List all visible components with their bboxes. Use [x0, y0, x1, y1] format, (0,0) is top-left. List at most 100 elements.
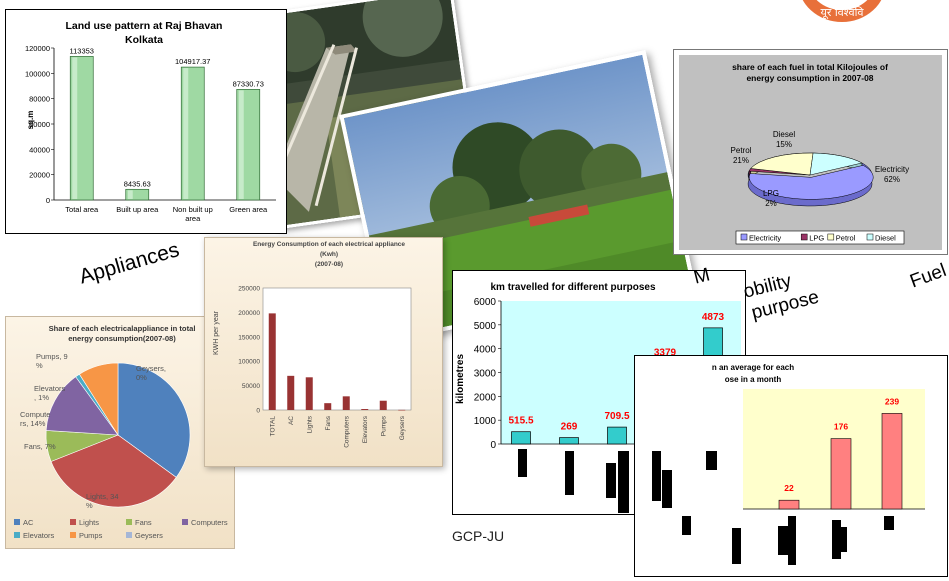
appliance-bar-category: Lights [306, 415, 313, 433]
appliances-label: Appliances [76, 238, 182, 289]
appliance-pie-callout: % [86, 501, 93, 510]
appliance-legend-swatch [126, 532, 132, 538]
appliance-pie-callout: rs, 14% [20, 419, 46, 428]
appliance-bar-ytick: 150000 [238, 334, 260, 341]
artifact-bar [682, 516, 691, 535]
km-data-label: 709.5 [604, 411, 629, 422]
avg-data-label: 239 [885, 396, 899, 406]
fuel-legend-label: LPG [809, 234, 824, 243]
appliance-pie-callout: , 1% [34, 393, 49, 402]
appliance-legend-swatch [70, 519, 76, 525]
appliance-pie-callout: Fans, 7% [24, 442, 56, 451]
avg-title-line2: ose in a month [725, 375, 782, 384]
appliance-legend-label: Pumps [79, 531, 103, 540]
logo-text: यूर विश्ववि [820, 6, 864, 20]
avg-chart: n an average for each ose in a month 22 1… [712, 363, 925, 510]
km-data-label: 4873 [702, 312, 725, 323]
landuse-ytick: 40000 [29, 145, 50, 154]
fuel-legend-label: Electricity [749, 234, 781, 243]
appliance-bar-category: TOTAL [269, 416, 276, 437]
appliance-legend-label: AC [23, 518, 34, 527]
appliance-bar-title-line1: Energy Consumption of each electrical ap… [253, 241, 405, 248]
appliance-pie-slice [50, 434, 177, 508]
appliance-bar-chart: Energy Consumption of each electrical ap… [213, 241, 412, 448]
artifact-bar [884, 516, 894, 530]
landuse-chart-panel: Land use pattern at Raj Bhavan Kolkata s… [5, 9, 287, 234]
fuel-label: Fuel [907, 260, 949, 293]
fuel-slice [750, 152, 814, 176]
footer-label: GCP-JU [452, 528, 505, 544]
appliance-bar-category: Computers [343, 415, 350, 448]
fuel-legend-swatch [827, 233, 835, 241]
fuel-slice-name: LPG [763, 189, 779, 198]
landuse-ylabel: sq.m [26, 111, 35, 130]
landuse-ytick: 120000 [25, 44, 50, 53]
landuse-category-label: Total area [65, 205, 99, 214]
fuel-slice-pct: 21% [733, 156, 749, 165]
artifact-bar [840, 527, 847, 552]
landuse-ytick: 80000 [29, 95, 50, 104]
avg-data-label: 176 [834, 422, 848, 432]
landuse-bar [125, 188, 150, 201]
appliance-legend-swatch [14, 519, 20, 525]
landuse-ytick: 0 [46, 196, 50, 205]
avg-title-line1: n an average for each [712, 363, 794, 372]
appliance-bar-category: Geysers [399, 415, 406, 440]
km-data-label: 269 [561, 422, 578, 433]
artifact-bar [778, 526, 788, 555]
landuse-data-label: 8435.63 [124, 179, 151, 188]
appliance-legend-label: Lights [79, 518, 99, 527]
appliance-bar-category: Elevators [362, 415, 369, 443]
fuel-slice-pct: 2% [765, 199, 777, 208]
artifact-bar [732, 528, 741, 564]
appliance-pie-callout: Geysers, [136, 364, 166, 373]
appliance-pie-panel: Share of each electricalappliance in tot… [5, 316, 240, 549]
appliance-pie-title-line2: energy consumption(2007-08) [68, 334, 176, 343]
km-ylabel: kilometres [455, 354, 466, 404]
fuel-slice [809, 152, 863, 176]
appliance-bar-title-line3: (2007-08) [315, 261, 343, 268]
fuel-chart: share of each fuel in total Kilojoules o… [731, 62, 909, 245]
artifact-bar [565, 451, 574, 495]
appliance-bar [268, 313, 276, 410]
landuse-title-line1: Land use pattern at Raj Bhavan [66, 20, 223, 32]
km-ytick: 3000 [474, 369, 497, 380]
appliance-pie-slice [79, 362, 119, 437]
appliance-bar-panel: Energy Consumption of each electrical ap… [204, 237, 443, 467]
appliance-pie-title-line1: Share of each electricalappliance in tot… [49, 324, 196, 333]
appliance-bar [342, 396, 350, 410]
appliance-bar [398, 409, 406, 411]
appliance-bar-category: Fans [325, 415, 332, 430]
fuel-slice-name: Diesel [773, 130, 795, 139]
appliance-legend-label: Computers [191, 518, 228, 527]
artifact-bar [662, 470, 672, 508]
appliance-legend-swatch [182, 519, 188, 525]
km-bar [607, 426, 627, 445]
landuse-category-label: Non built up [173, 205, 213, 214]
landuse-title-line2: Kolkata [125, 34, 163, 46]
appliance-pie-callout: 0% [136, 373, 147, 382]
appliance-pie-callout: Elevators [34, 384, 66, 393]
landuse-category-label-2: area [185, 214, 201, 223]
appliance-legend-label: Geysers [135, 531, 163, 540]
km-ytick: 1000 [474, 416, 497, 427]
km-ytick: 5000 [474, 321, 497, 332]
fuel-legend-swatch [800, 233, 808, 241]
km-data-label: 3379 [654, 347, 677, 358]
fuel-title-line2: energy consumption in 2007-08 [746, 73, 873, 83]
fuel-chart-panel: share of each fuel in total Kilojoules o… [673, 49, 948, 255]
appliance-pie-slice [45, 376, 119, 436]
km-title: km travelled for different purposes [490, 282, 655, 293]
fuel-slice [748, 165, 874, 200]
appliance-legend-swatch [14, 532, 20, 538]
appliance-bar-ytick: 0 [256, 408, 260, 415]
km-ytick: 4000 [474, 345, 497, 356]
fuel-slice-name: Electricity [875, 165, 909, 174]
appliance-bar-ylabel: KWH per year [213, 310, 220, 355]
appliance-bar-title-line2: (Kwh) [320, 251, 338, 258]
fuel-slice-pct: 15% [776, 140, 792, 149]
appliance-pie-slice [117, 362, 191, 478]
landuse-chart: Land use pattern at Raj Bhavan Kolkata s… [25, 20, 276, 223]
km-bar [559, 437, 579, 445]
landuse-category-label: Built up area [116, 205, 159, 214]
